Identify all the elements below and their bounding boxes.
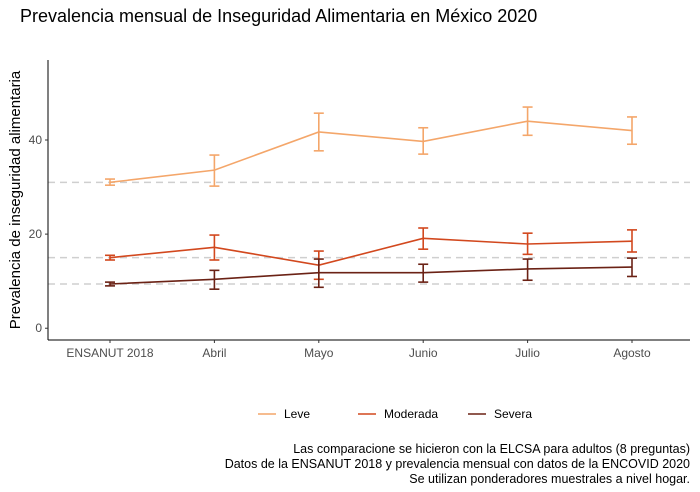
- caption-line-1: Las comparacione se hicieron con la ELCS…: [293, 442, 690, 456]
- x-tick-label: Abril: [202, 346, 226, 360]
- legend-label: Severa: [494, 407, 532, 421]
- y-tick-label: 40: [29, 133, 43, 147]
- x-tick-label: Julio: [515, 346, 540, 360]
- legend-label: Leve: [284, 407, 310, 421]
- legend-label: Moderada: [384, 407, 438, 421]
- series-line-moderada: [109, 237, 633, 266]
- y-axis-label: Prevalencia de inseguridad alimentaria: [7, 70, 24, 329]
- series-line-leve: [109, 120, 633, 184]
- y-tick-label: 20: [29, 227, 43, 241]
- y-tick-label: 0: [35, 321, 42, 335]
- x-tick-label: Mayo: [304, 346, 334, 360]
- x-tick-label: Junio: [409, 346, 438, 360]
- x-tick-label: ENSANUT 2018: [66, 346, 153, 360]
- caption-line-2: Datos de la ENSANUT 2018 y prevalencia m…: [224, 457, 690, 471]
- caption-line-3: Se utilizan ponderadores muestrales a ni…: [409, 472, 690, 486]
- chart-title: Prevalencia mensual de Inseguridad Alime…: [20, 6, 538, 26]
- x-tick-label: Agosto: [613, 346, 651, 360]
- series-line-severa: [109, 266, 633, 285]
